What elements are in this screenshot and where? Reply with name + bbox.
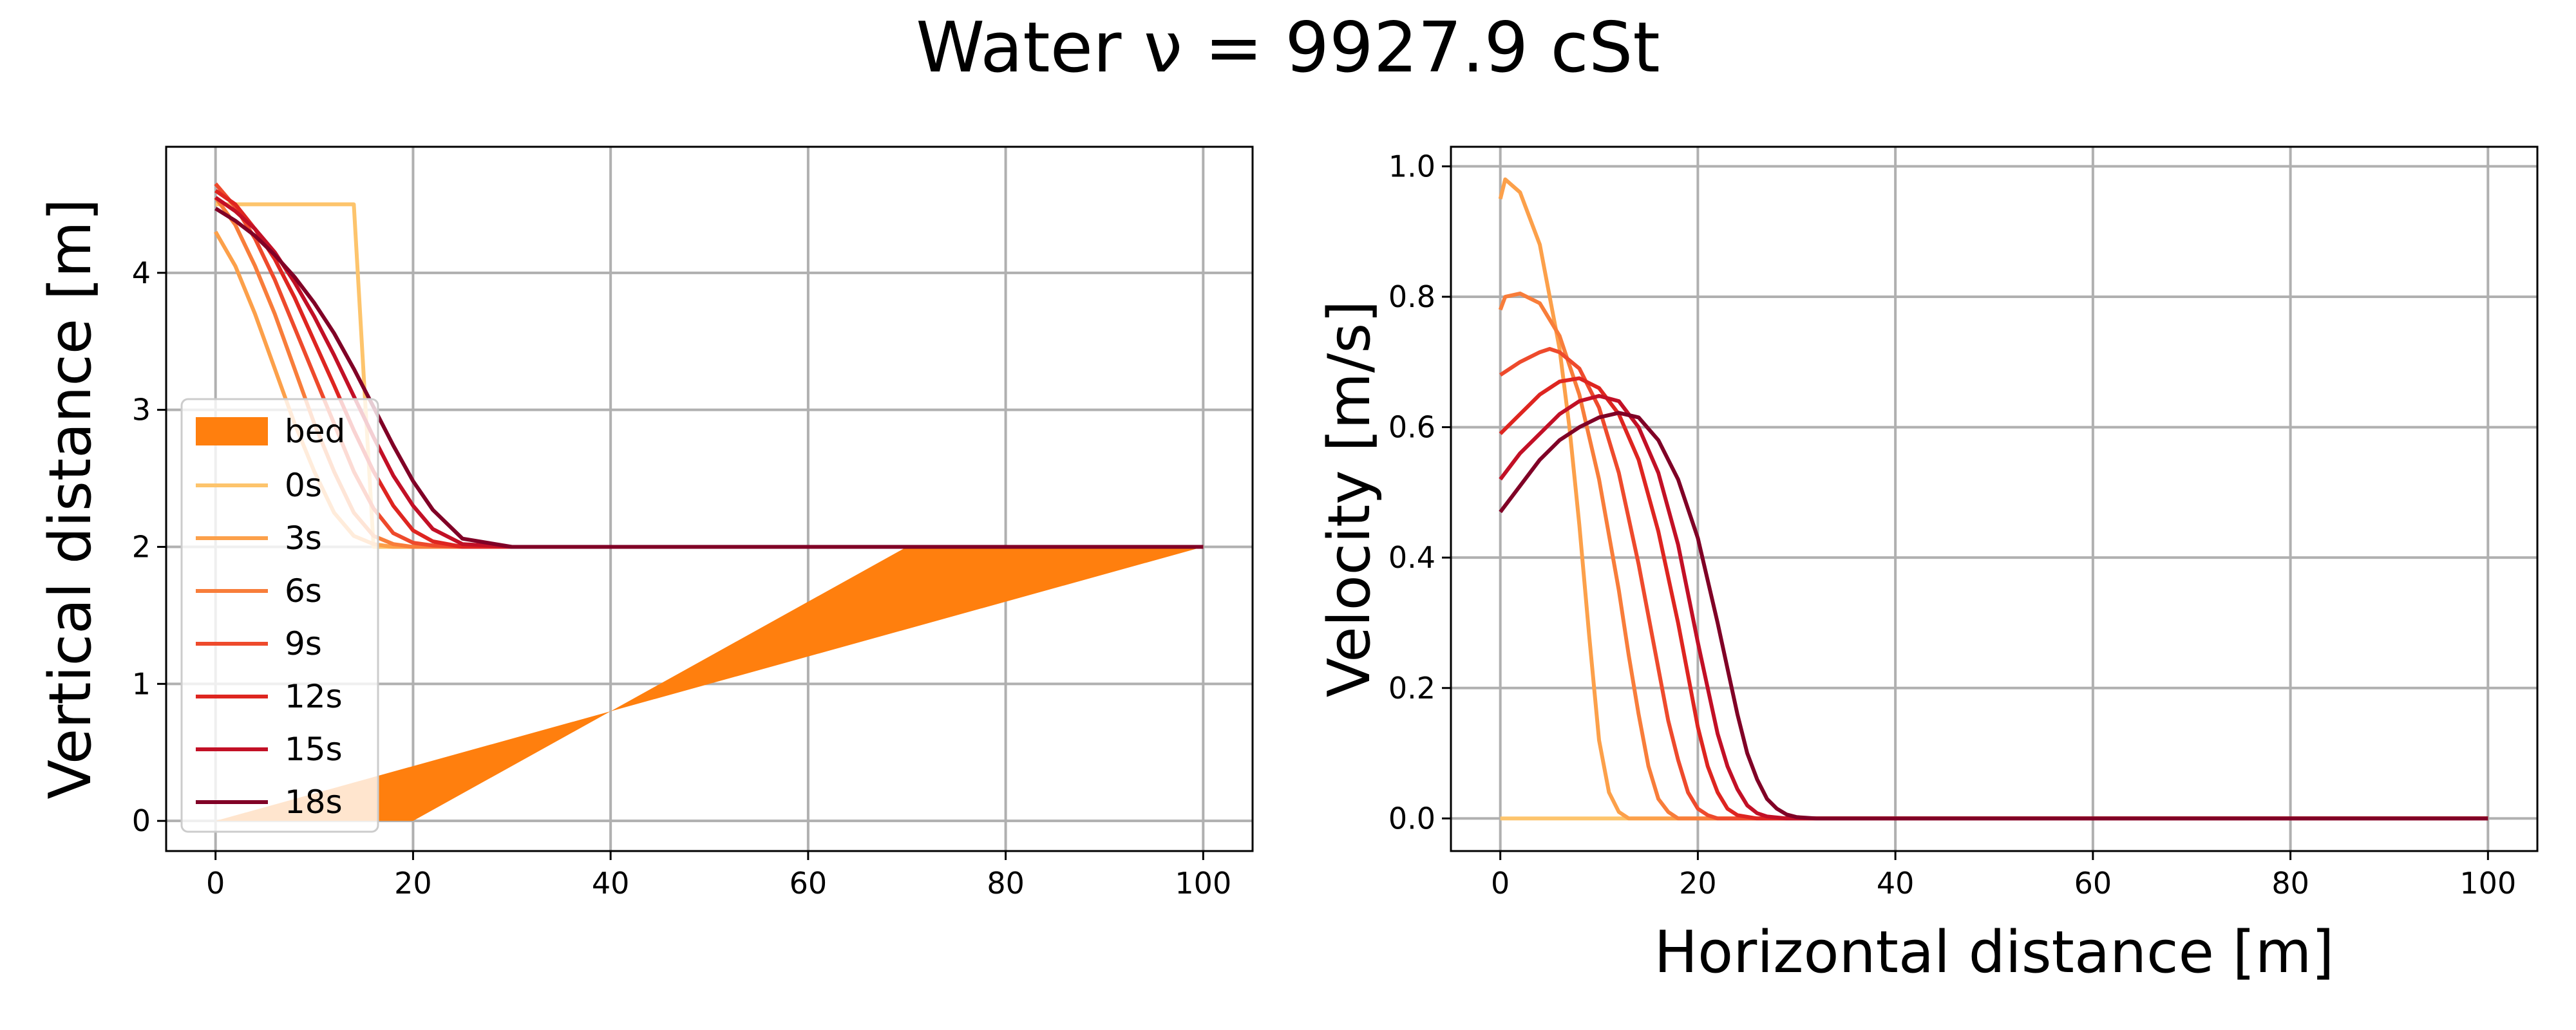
legend-label-15s: 15s [285, 731, 343, 768]
left-y-axis-label: Vertical distance [m] [37, 198, 104, 799]
left-x-tick-label: 80 [987, 866, 1025, 901]
legend-label-0s: 0s [285, 467, 322, 504]
legend-swatch-bed [196, 417, 268, 445]
right-series-18s [1499, 411, 2488, 821]
left-y-tick-label: 4 [132, 256, 151, 290]
right-y-tick-label: 0.4 [1388, 540, 1435, 575]
right-x-tick-label: 100 [2459, 866, 2516, 901]
legend-label-12s: 12s [285, 678, 343, 715]
page-title: Water ν = 9927.9 cSt [916, 8, 1660, 88]
legend-label-18s: 18s [285, 783, 343, 821]
right-x-tick-label: 40 [1877, 866, 1915, 901]
legend-label-6s: 6s [285, 572, 322, 610]
right-chart-velocity: 0 20 40 60 80 100 0.0 0.2 0.4 0.6 0.8 1.0 Velocity [… [1316, 145, 2539, 986]
right-y-tick-label: 0.2 [1388, 671, 1435, 706]
right-x-tick-label: 80 [2271, 866, 2309, 901]
right-series-9s [1499, 347, 2488, 821]
left-x-tick-label: 100 [1175, 866, 1231, 901]
right-series-6s [1498, 291, 2488, 821]
right-y-tick-label: 0.0 [1388, 801, 1435, 836]
right-y-tick-label: 0.8 [1388, 279, 1435, 314]
left-series-18s [214, 207, 1204, 549]
left-y-tick-label: 3 [132, 393, 151, 427]
left-axes-frame [165, 145, 1254, 852]
right-x-tick-label: 20 [1679, 866, 1717, 901]
left-y-tick-label: 2 [132, 529, 151, 564]
right-y-tick-label: 1.0 [1388, 149, 1435, 183]
right-series-12s [1499, 376, 2488, 821]
left-x-tick-label: 20 [394, 866, 432, 901]
left-chart-height: 0 20 40 60 80 100 0 1 2 3 4 Vertical distance [m] be… [37, 145, 1254, 901]
left-y-tick-label: 1 [132, 666, 151, 701]
right-axes-frame [1450, 145, 2539, 852]
left-x-tick-label: 40 [592, 866, 630, 901]
right-x-tick-label: 0 [1491, 866, 1510, 901]
right-x-tick-label: 60 [2074, 866, 2112, 901]
left-y-tick-label: 0 [132, 803, 151, 838]
right-x-axis-label: Horizontal distance [m] [1654, 919, 2334, 986]
legend-label-bed: bed [285, 413, 345, 450]
bed-area [215, 547, 1204, 821]
legend-label-9s: 9s [285, 625, 322, 662]
left-x-tick-label: 0 [206, 866, 225, 901]
right-y-axis-label: Velocity [m/s] [1316, 301, 1383, 698]
right-y-tick-label: 0.6 [1388, 410, 1435, 445]
legend: bed 0s 3s 6s 9s 12s 15s 18s [180, 398, 379, 833]
left-x-tick-label: 60 [790, 866, 828, 901]
legend-label-3s: 3s [285, 520, 322, 557]
